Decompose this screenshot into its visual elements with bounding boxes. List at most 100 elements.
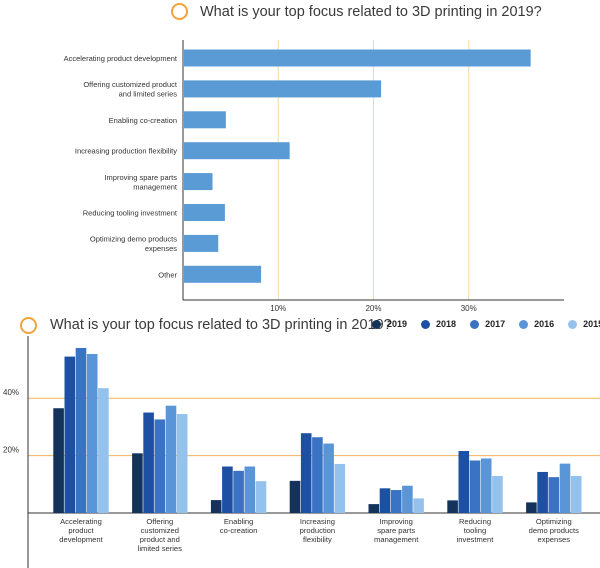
legend-item: 2018 [421, 319, 456, 329]
legend-label: 2018 [436, 319, 457, 329]
bar [184, 234, 219, 252]
bar [334, 463, 346, 513]
legend-swatch [372, 319, 381, 329]
bar [132, 453, 143, 513]
bar [143, 412, 154, 513]
title-ring-icon-bottom [20, 317, 37, 334]
bar [413, 498, 424, 513]
y-tick-label: 40% [3, 388, 19, 397]
category-label: customized [141, 526, 179, 535]
category-label: limited series [138, 544, 183, 553]
bar [480, 458, 492, 513]
bar [154, 419, 166, 513]
bar [548, 477, 560, 513]
category-label: Offering [146, 517, 173, 526]
legend-label: 2016 [534, 319, 555, 329]
category-label: Increasing production flexibility [75, 147, 177, 156]
bar [255, 481, 267, 513]
legend-label: 2017 [485, 319, 506, 329]
bar [492, 475, 503, 513]
bar [559, 463, 571, 513]
category-label: flexibility [303, 535, 332, 544]
chart-title-top: What is your top focus related to 3D pri… [200, 4, 542, 20]
category-label: product and [140, 535, 180, 544]
bar [165, 405, 177, 513]
legend: 2019 2018 2017 2016 2015 [372, 319, 600, 329]
bar [64, 356, 76, 513]
bar [184, 173, 213, 191]
category-label: tooling [464, 526, 486, 535]
bar [379, 488, 391, 513]
bar [233, 470, 244, 513]
bar [222, 466, 233, 513]
bar [390, 490, 402, 513]
legend-item: 2015 [568, 319, 600, 329]
bar [184, 265, 262, 283]
bar [184, 49, 531, 67]
legend-item: 2016 [519, 319, 554, 329]
chart-title-bottom: What is your top focus related to 3D pri… [50, 317, 392, 333]
bar [323, 443, 334, 513]
category-label: development [59, 535, 103, 544]
x-tick-label: 30% [461, 304, 477, 313]
bar [184, 142, 290, 160]
category-label: spare parts [377, 526, 415, 535]
category-label: investment [457, 535, 495, 544]
bar [289, 480, 301, 513]
legend-swatch [421, 319, 431, 329]
bar [526, 502, 537, 513]
legend-swatch [568, 319, 578, 329]
title-ring-icon [171, 3, 188, 20]
category-label: co-creation [220, 526, 258, 535]
bar [537, 471, 548, 513]
bar [184, 80, 382, 98]
category-label: Improving spare parts [104, 173, 177, 182]
category-label: Enabling [224, 517, 254, 526]
legend-label: 2015 [583, 319, 600, 329]
legend-swatch [470, 319, 480, 329]
category-label: Reducing [459, 517, 491, 526]
bar [176, 413, 188, 513]
bar [368, 504, 380, 513]
legend-label: 2019 [387, 319, 408, 329]
bar [98, 388, 109, 513]
category-label: Other [158, 270, 177, 279]
bar [312, 437, 323, 513]
bar [210, 500, 222, 513]
bar [447, 500, 458, 513]
category-label: product [68, 526, 94, 535]
bar [458, 451, 470, 513]
category-label: Optimizing [536, 517, 572, 526]
legend-item: 2017 [470, 319, 505, 329]
bar [184, 111, 226, 129]
category-label: and limited series [119, 90, 178, 99]
x-tick-label: 20% [365, 304, 381, 313]
bar [469, 460, 481, 513]
bar [244, 466, 256, 513]
category-label: Reducing tooling investment [83, 209, 178, 218]
category-label: expenses [538, 535, 571, 544]
category-label: Accelerating [60, 517, 102, 526]
category-label: Increasing [300, 517, 335, 526]
category-label: demo products [529, 526, 579, 535]
category-label: Improving [380, 517, 413, 526]
bar [184, 204, 225, 221]
bar [300, 433, 312, 513]
legend-swatch [519, 319, 529, 329]
bar [402, 485, 413, 513]
category-label: expenses [145, 244, 177, 253]
bar [86, 354, 98, 513]
legend-item: 2019 [372, 319, 407, 329]
category-label: Accelerating product development [64, 54, 178, 63]
bar [75, 347, 87, 513]
bar [53, 408, 64, 513]
category-label: Enabling co-creation [109, 116, 177, 125]
y-tick-label: 20% [3, 446, 19, 455]
category-label: production [300, 526, 335, 535]
x-tick-label: 10% [270, 304, 286, 313]
category-label: management [133, 182, 178, 191]
category-label: Optimizing demo products [90, 235, 177, 244]
horizontal-bar-chart: 10% 20% 30% Accelerating product developmen… [64, 40, 564, 313]
bar [570, 475, 582, 513]
